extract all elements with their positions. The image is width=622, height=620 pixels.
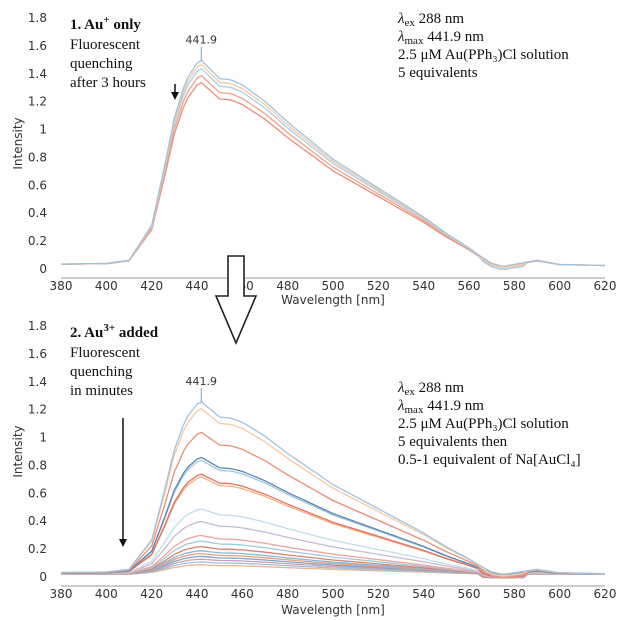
spectrum-line <box>61 401 606 575</box>
y-tick-label: 1.8 <box>28 319 47 333</box>
x-tick-label: 560 <box>458 279 481 293</box>
quenching-note-line: Fluorescent <box>70 345 141 361</box>
x-tick-label: 580 <box>503 279 526 293</box>
x-tick-label: 480 <box>276 587 299 601</box>
info-line: 5 equivalents <box>398 65 478 81</box>
x-tick-label: 620 <box>594 279 617 293</box>
info-line: λex 288 nm <box>397 380 464 398</box>
quenching-note-line: quenching <box>70 56 133 72</box>
x-tick-label: 500 <box>322 587 345 601</box>
x-tick-label: 600 <box>548 587 571 601</box>
y-tick-label: 0.8 <box>28 150 47 164</box>
x-tick-label: 520 <box>367 279 390 293</box>
info-line: λmax 441.9 nm <box>397 398 484 416</box>
x-tick-label: 600 <box>548 279 571 293</box>
x-tick-label: 620 <box>594 587 617 601</box>
x-tick-label: 540 <box>412 279 435 293</box>
info-line: 2.5 μM Au(PPh₃)Cl solution <box>398 47 569 63</box>
y-tick-label: 0.2 <box>28 234 47 248</box>
x-tick-label: 420 <box>140 279 163 293</box>
y-tick-label: 1.2 <box>28 403 47 417</box>
x-tick-label: 540 <box>412 587 435 601</box>
quenching-note-line: after 3 hours <box>70 75 146 91</box>
down-arrow-icon <box>119 539 127 547</box>
panel-label: 2. Au3+ added <box>70 322 159 341</box>
x-axis-label: Wavelength [nm] <box>281 603 385 617</box>
x-tick-label: 480 <box>276 279 299 293</box>
x-tick-label: 460 <box>231 587 254 601</box>
info-line: 2.5 μM Au(PPh₃)Cl solution <box>398 416 569 432</box>
x-tick-label: 380 <box>50 587 73 601</box>
x-tick-label: 400 <box>95 587 118 601</box>
x-tick-label: 420 <box>140 587 163 601</box>
y-tick-label: 1.2 <box>28 95 47 109</box>
info-line: 5 equivalents then <box>398 434 508 450</box>
x-tick-label: 380 <box>50 279 73 293</box>
y-tick-label: 1 <box>39 123 47 137</box>
y-tick-label: 1.6 <box>28 39 47 53</box>
panel-2-au3-added: 0 0.2 0.4 0.6 0.8 1 1.2 1.4 1.6 1.8 380 400 420 440 46… <box>11 319 616 617</box>
y-tick-label: 0.4 <box>28 514 47 528</box>
x-tick-label: 560 <box>458 587 481 601</box>
x-tick-label: 520 <box>367 587 390 601</box>
panel-1-au-plus-only: 00.20.40.60.811.21.41.61.838040042044046… <box>11 11 616 307</box>
quenching-note-line: quenching <box>70 364 133 380</box>
y-tick-label: 1 <box>39 431 47 445</box>
y-tick-label: 1.6 <box>28 347 47 361</box>
quenching-note-line: in minutes <box>70 383 133 399</box>
x-tick-label: 440 <box>186 587 209 601</box>
y-tick-label: 0 <box>39 262 47 276</box>
info-line: λex 288 nm <box>397 11 464 29</box>
spectrum-line <box>61 59 606 267</box>
quenching-note-line: Fluorescent <box>70 37 141 53</box>
y-tick-label: 0 <box>39 570 47 584</box>
y-tick-label: 0.6 <box>28 178 47 192</box>
x-tick-label: 500 <box>322 279 345 293</box>
y-tick-label: 0.2 <box>28 542 47 556</box>
y-tick-label: 1.4 <box>28 375 47 389</box>
y-axis-label: Intensity <box>11 425 25 477</box>
spectrum-line <box>60 431 606 579</box>
big-down-arrow-icon <box>214 255 258 346</box>
peak-label: 441.9 <box>186 375 218 388</box>
y-tick-label: 1.8 <box>28 11 47 25</box>
peak-label: 441.9 <box>186 34 218 47</box>
panel-label: 1. Au+ only <box>70 14 141 33</box>
info-line: λmax 441.9 nm <box>397 29 484 47</box>
x-tick-label: 440 <box>186 279 209 293</box>
x-axis-label: Wavelength [nm] <box>281 293 385 307</box>
y-tick-label: 1.4 <box>28 67 47 81</box>
info-line: 0.5-1 equivalent of Na[AuCl₄] <box>398 452 581 468</box>
down-arrow-icon <box>171 92 179 100</box>
y-tick-label: 0.8 <box>28 458 47 472</box>
spectrum-line <box>60 63 606 269</box>
y-tick-label: 0.6 <box>28 486 47 500</box>
x-tick-label: 400 <box>95 279 118 293</box>
y-axis-label: Intensity <box>11 117 25 169</box>
y-tick-label: 0.4 <box>28 206 47 220</box>
spectrum-line <box>60 407 606 577</box>
x-tick-label: 580 <box>503 587 526 601</box>
